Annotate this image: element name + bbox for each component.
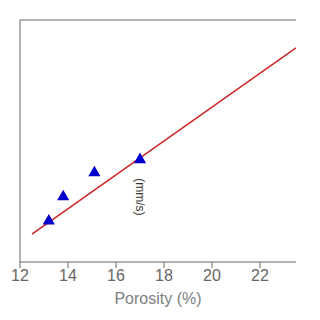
svg-text:12: 12	[11, 267, 29, 284]
svg-text:22: 22	[251, 267, 269, 284]
svg-text:14: 14	[59, 267, 77, 284]
svg-text:20: 20	[203, 267, 221, 284]
svg-text:16: 16	[107, 267, 125, 284]
svg-text:18: 18	[155, 267, 173, 284]
svg-text:Porosity (%): Porosity (%)	[114, 290, 201, 307]
svg-text:(mm/s): (mm/s)	[133, 178, 147, 215]
